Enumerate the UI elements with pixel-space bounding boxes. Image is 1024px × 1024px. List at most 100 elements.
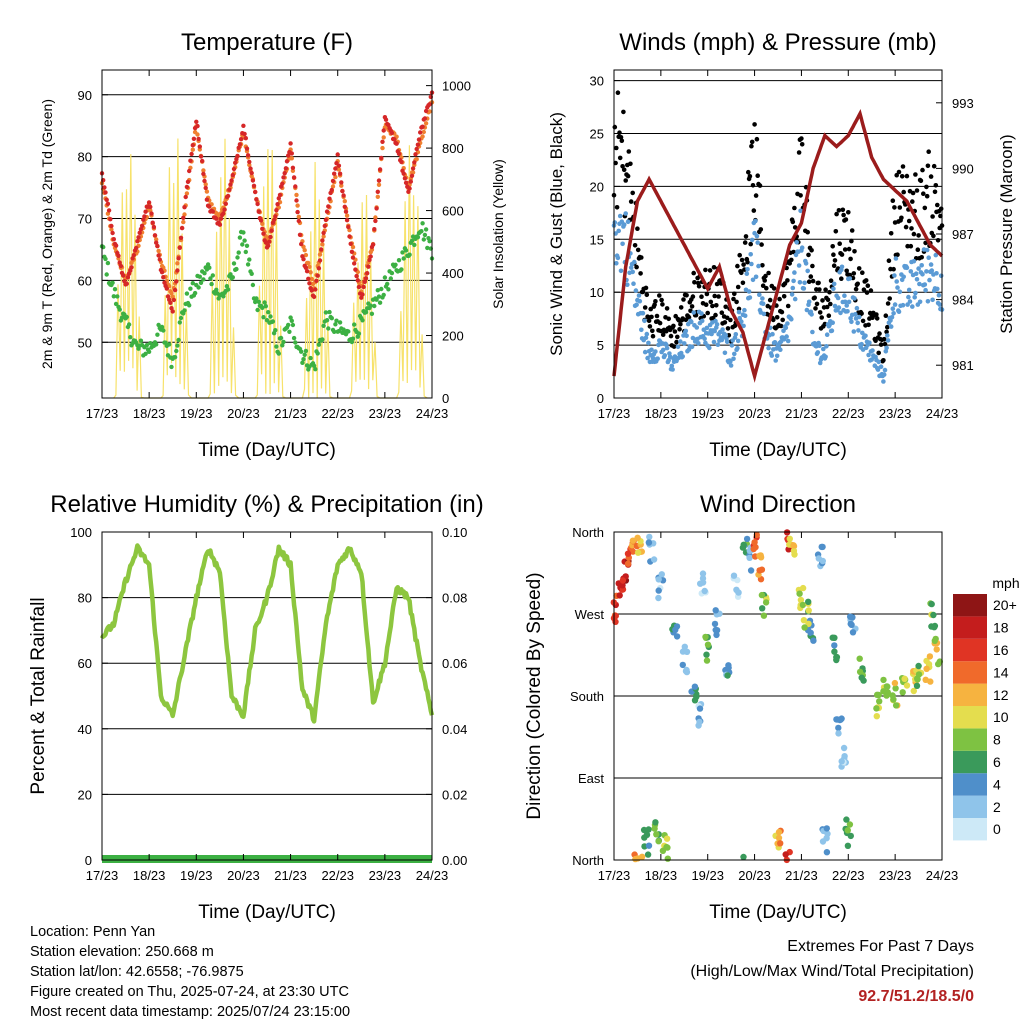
gust-point [735,284,741,290]
temp-2m-point [189,151,194,157]
temp-9m-point [339,183,344,188]
temperature-y2tick-label: 800 [442,141,464,156]
gust-point [826,313,832,319]
winds-xtick-label: 18/23 [645,406,678,421]
temp-2m-point [289,151,294,156]
dewpoint-point [281,339,286,345]
wind-point [615,255,621,261]
direction-point [823,849,831,856]
direction-point [791,551,798,558]
gust-point [819,315,824,320]
temp-2m-point [368,254,373,259]
direction-point [758,591,766,599]
temp-2m-point [323,217,329,223]
gust-point [806,279,812,285]
direction-ylabel: Direction (Colored By Speed) [524,572,545,819]
dewpoint-point [393,262,398,267]
temp-2m-point [198,154,204,159]
dewpoint-point [187,303,192,308]
temp-2m-point [301,257,306,262]
wind-point [712,328,717,334]
dewpoint-point [326,326,331,331]
direction-point [892,702,900,709]
dewpoint-point [396,258,402,263]
dewpoint-point [409,238,415,243]
wind-point [852,296,857,301]
gust-point [846,246,852,252]
dewpoint-point [236,250,241,255]
dewpoint-point [341,327,346,332]
temp-2m-point [154,240,159,245]
gust-point [623,178,628,183]
dewpoint-point [210,273,215,278]
gust-point [910,190,916,196]
wind-point [760,301,766,307]
wind-point [689,319,694,325]
dewpoint-point [192,290,198,296]
wind-point [724,339,730,345]
gust-point [686,315,692,320]
gust-point [814,301,820,307]
direction-point [926,653,934,660]
dewpoint-point [315,351,320,356]
wind-point [881,372,887,377]
gust-point [863,278,869,283]
temp-9m-point [190,147,195,152]
wind-point [702,336,707,342]
direction-point [746,554,753,561]
direction-xtick-label: 17/23 [598,868,631,883]
temp-9m-point [380,145,385,151]
gust-point [758,227,764,232]
wind-point [735,345,740,351]
temp-9m-point [182,212,187,217]
wind-point [851,329,857,334]
dewpoint-point [255,307,260,313]
temp-2m-point [105,201,111,206]
dewpoint-point [329,316,334,321]
winds-xtick-label: 17/23 [598,406,631,421]
wind-point [882,367,888,373]
dewpoint-point [138,338,144,343]
temp-2m-point [316,266,322,271]
temp-2m-point [141,217,146,222]
wind-point [753,274,759,280]
direction-point [819,543,826,551]
temp-2m-point [319,247,324,252]
direction-point [634,534,641,541]
direction-point [844,827,851,834]
direction-point [743,535,751,543]
wind-point [924,269,929,274]
wind-point [796,263,802,268]
wind-point [842,299,848,305]
wind-point [913,290,918,296]
gust-point [886,258,892,264]
temp-2m-point [394,141,399,146]
direction-point [691,697,699,704]
temp-2m-point [306,276,311,281]
direction-point [838,758,845,765]
wind-point [739,319,744,324]
temp-2m-point [354,273,359,279]
humidity-xtick-label: 22/23 [321,868,354,883]
wind-point [742,313,748,319]
wind-point [910,304,915,309]
direction-point [679,661,686,669]
direction-point [683,648,691,655]
temp-2m-point [381,128,386,133]
gust-point [938,206,944,212]
wind-point [728,359,733,364]
dewpoint-point [299,349,304,354]
temperature-xtick-label: 24/23 [416,406,449,421]
gust-point [674,339,679,345]
wind-point [761,311,767,317]
wind-point [754,233,760,239]
gust-point [635,247,641,253]
temp-2m-point [190,143,195,148]
dewpoint-point [303,348,309,354]
dewpoint-point [352,322,357,327]
temp-2m-point [197,144,202,149]
wind-point [799,245,805,250]
dewpoint-point [263,304,268,309]
temp-2m-point [248,166,253,171]
wind-point [653,349,658,354]
